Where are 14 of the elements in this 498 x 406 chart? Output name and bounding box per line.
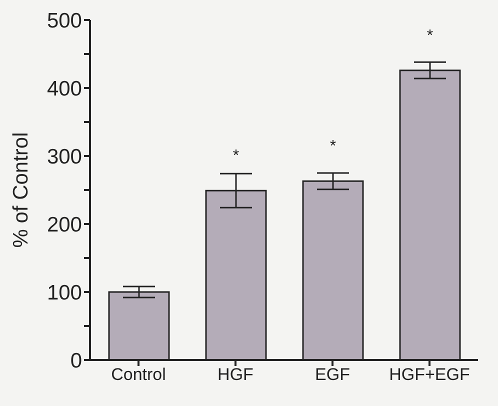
data-label: * xyxy=(330,138,336,156)
y-tick-label: 400 xyxy=(46,77,82,100)
x-tick-label: HGF+EGF xyxy=(389,365,470,384)
x-tick-label: EGF xyxy=(315,365,350,384)
x-tick-label: Control xyxy=(111,365,166,384)
y-tick-label: 200 xyxy=(46,213,82,236)
y-tick-label: 100 xyxy=(46,281,82,304)
x-tick-label: HGF xyxy=(218,365,254,384)
y-tick-label: 0 xyxy=(70,349,82,372)
y-tick-label: 500 xyxy=(46,9,82,32)
y-tick-label: 300 xyxy=(46,145,82,168)
data-label: * xyxy=(426,27,434,44)
y-axis-title: % of Control xyxy=(9,132,32,248)
data-label: * xyxy=(232,148,240,165)
